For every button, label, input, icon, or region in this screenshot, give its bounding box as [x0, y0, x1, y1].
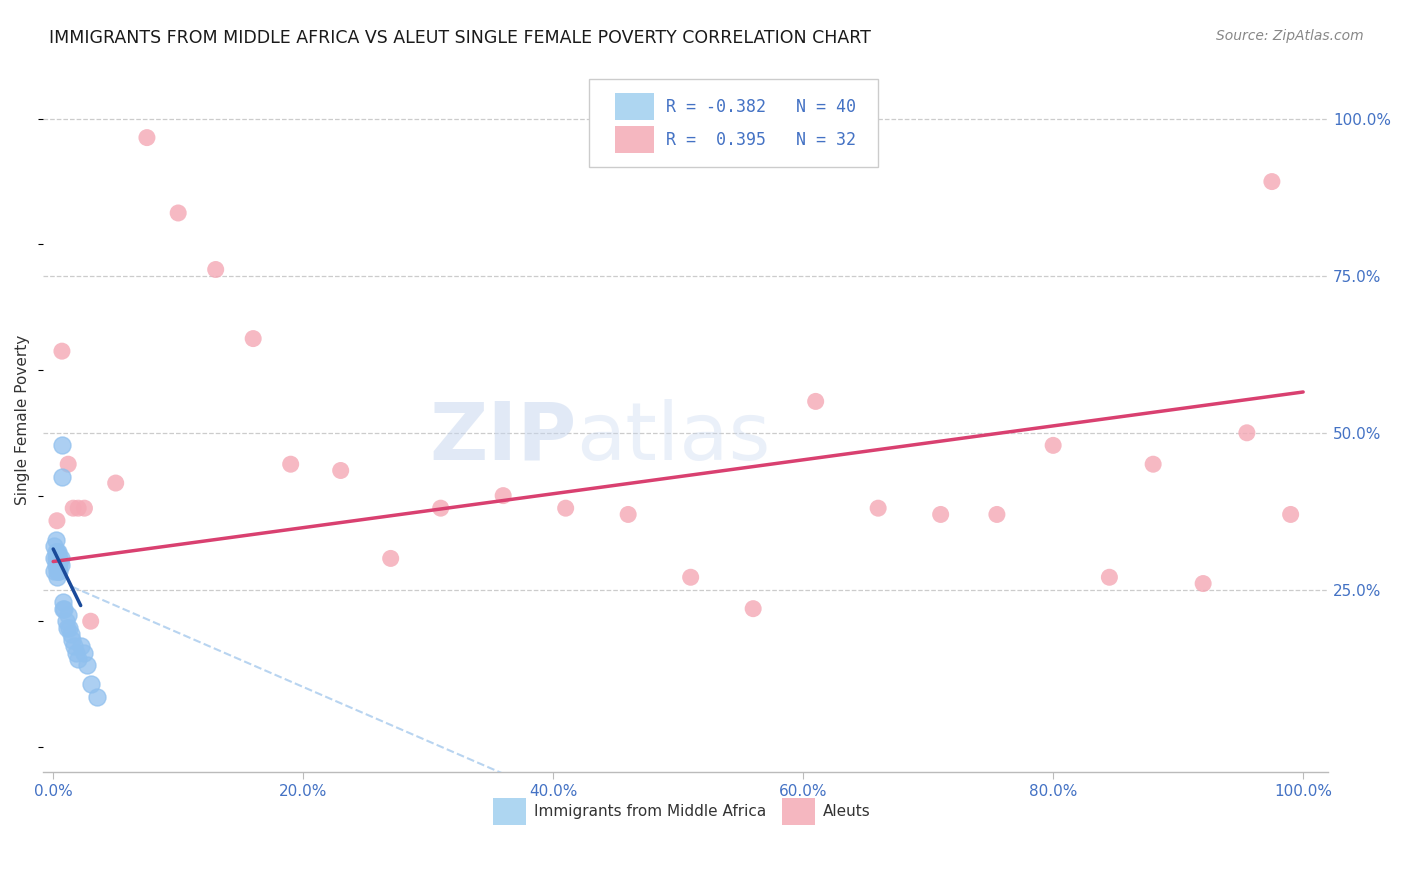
Point — [58, 620, 80, 634]
Text: Aleuts: Aleuts — [823, 804, 870, 819]
Point — [45, 545, 67, 559]
Point — [58, 457, 80, 471]
Point — [51, 438, 73, 452]
Point — [76, 658, 98, 673]
Point — [1261, 175, 1284, 189]
Point — [46, 514, 69, 528]
Point — [51, 344, 73, 359]
Point — [104, 476, 127, 491]
Point — [55, 614, 77, 628]
Point — [46, 570, 69, 584]
Point — [63, 640, 86, 654]
Text: atlas: atlas — [576, 399, 770, 477]
Point — [69, 640, 91, 654]
Point — [136, 130, 159, 145]
FancyBboxPatch shape — [589, 79, 879, 167]
Point — [67, 652, 90, 666]
Text: R =  0.395   N = 32: R = 0.395 N = 32 — [666, 130, 856, 149]
Point — [60, 633, 83, 648]
Point — [329, 463, 352, 477]
Bar — [494, 798, 526, 825]
Point — [48, 551, 70, 566]
Point — [242, 332, 264, 346]
Point — [1142, 457, 1164, 471]
Point — [429, 501, 451, 516]
Point — [46, 558, 69, 572]
Point — [1279, 508, 1302, 522]
Point — [804, 394, 827, 409]
Point — [986, 508, 1008, 522]
Point — [73, 646, 96, 660]
Point — [52, 601, 75, 615]
Point — [65, 646, 87, 660]
Point — [679, 570, 702, 584]
Point — [44, 564, 66, 578]
Point — [56, 620, 79, 634]
Point — [45, 551, 67, 566]
Point — [204, 262, 226, 277]
Point — [280, 457, 302, 471]
Point — [167, 206, 190, 220]
Point — [80, 614, 103, 628]
Point — [742, 601, 765, 615]
Text: R = -0.382   N = 40: R = -0.382 N = 40 — [666, 97, 856, 115]
Point — [46, 551, 69, 566]
Point — [46, 564, 69, 578]
Point — [73, 501, 96, 516]
Point — [53, 601, 76, 615]
Y-axis label: Single Female Poverty: Single Female Poverty — [15, 335, 30, 506]
Text: IMMIGRANTS FROM MIDDLE AFRICA VS ALEUT SINGLE FEMALE POVERTY CORRELATION CHART: IMMIGRANTS FROM MIDDLE AFRICA VS ALEUT S… — [49, 29, 872, 46]
Point — [46, 545, 69, 559]
Point — [554, 501, 576, 516]
Point — [868, 501, 890, 516]
Point — [1192, 576, 1215, 591]
Point — [51, 469, 73, 483]
Point — [617, 508, 640, 522]
Point — [929, 508, 952, 522]
Bar — [782, 798, 815, 825]
Point — [86, 690, 108, 704]
Point — [48, 564, 70, 578]
Point — [46, 564, 69, 578]
Text: Immigrants from Middle Africa: Immigrants from Middle Africa — [534, 804, 766, 819]
Point — [45, 533, 67, 547]
Point — [46, 551, 69, 566]
Point — [1236, 425, 1258, 440]
Point — [45, 558, 67, 572]
Point — [44, 551, 66, 566]
Point — [1098, 570, 1121, 584]
Point — [58, 607, 80, 622]
Bar — [614, 126, 654, 153]
Point — [80, 677, 103, 691]
Bar — [614, 93, 654, 120]
Text: Source: ZipAtlas.com: Source: ZipAtlas.com — [1216, 29, 1364, 43]
Point — [59, 627, 82, 641]
Point — [52, 595, 75, 609]
Point — [49, 551, 72, 566]
Point — [67, 501, 90, 516]
Text: ZIP: ZIP — [429, 399, 576, 477]
Point — [492, 489, 515, 503]
Point — [49, 558, 72, 572]
Point — [48, 558, 70, 572]
Point — [46, 558, 69, 572]
Point — [380, 551, 402, 566]
Point — [1042, 438, 1064, 452]
Point — [62, 501, 84, 516]
Point — [46, 545, 69, 559]
Point — [44, 539, 66, 553]
